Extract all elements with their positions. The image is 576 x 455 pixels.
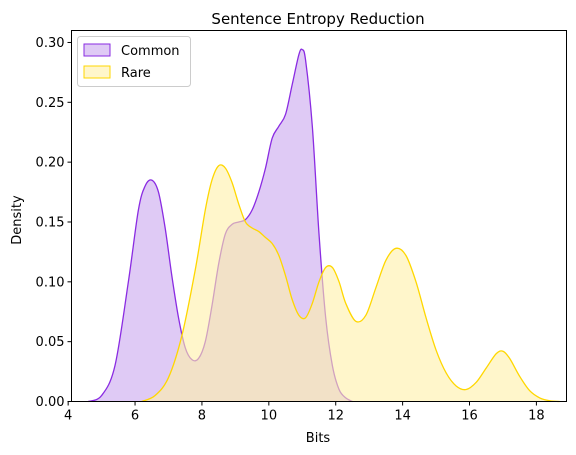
legend-swatch-common xyxy=(83,43,111,57)
y-tick-label: 0.15 xyxy=(36,215,65,230)
y-axis: 0.00 0.05 0.10 0.15 0.20 0.25 0.30 xyxy=(36,36,72,410)
y-tick-label: 0.20 xyxy=(36,156,65,171)
x-tick-label: 6 xyxy=(131,409,139,424)
series-area-rare xyxy=(141,164,560,402)
y-tick-label: 0.05 xyxy=(36,335,65,350)
x-tick-label: 14 xyxy=(394,409,411,424)
y-axis-label: Density xyxy=(10,195,25,245)
plot-area xyxy=(87,48,560,403)
y-tick-label: 0.25 xyxy=(36,96,65,111)
x-tick-label: 12 xyxy=(327,409,344,424)
legend-swatch-rare xyxy=(83,65,111,79)
x-tick-label: 16 xyxy=(461,409,478,424)
y-tick-label: 0.00 xyxy=(36,395,65,410)
legend-label-rare: Rare xyxy=(121,66,151,81)
x-axis-label: Bits xyxy=(306,431,331,446)
x-tick-label: 18 xyxy=(528,409,545,424)
series-line-rare xyxy=(141,164,560,403)
y-tick-label: 0.10 xyxy=(36,275,65,290)
legend-label-common: Common xyxy=(121,44,180,59)
x-axis: 4 6 8 10 12 14 16 18 xyxy=(64,401,545,424)
plot-frame xyxy=(71,30,567,402)
x-tick-label: 8 xyxy=(198,409,206,424)
x-tick-label: 10 xyxy=(261,409,278,424)
x-tick-label: 4 xyxy=(64,409,72,424)
legend: Common Rare xyxy=(77,36,191,87)
chart-title: Sentence Entropy Reduction xyxy=(211,10,424,28)
y-tick-label: 0.30 xyxy=(36,36,65,51)
